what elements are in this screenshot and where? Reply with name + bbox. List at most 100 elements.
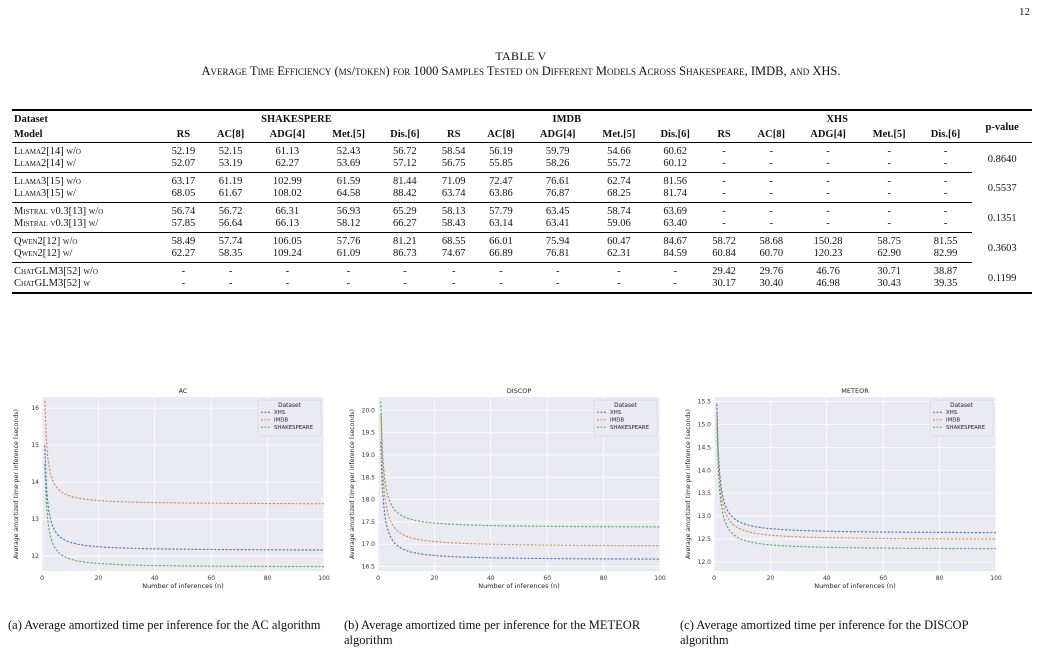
table-cell: - <box>673 277 677 289</box>
y-axis-label: Average amortized time per inference (se… <box>685 409 692 559</box>
y-tick-label: 18.5 <box>362 474 376 481</box>
table-cell: 120.23 <box>796 247 860 263</box>
table-cell: 109.24 <box>255 247 320 263</box>
header-method: AC[8] <box>475 126 527 143</box>
table-cell: - <box>722 206 726 217</box>
table-cell: 66.13 <box>255 217 320 233</box>
y-tick-label: 19.5 <box>362 430 376 437</box>
table-cell: 63.74 <box>431 187 476 203</box>
table-cell: - <box>943 206 948 217</box>
legend-entry: IMDB <box>946 418 960 424</box>
chart-discop: 0 20 40 60 80 100 16.5 17.0 17.5 18.0 18.5 19.0 19.5… <box>346 383 668 601</box>
legend-title: Dataset <box>614 403 637 409</box>
x-tick-label: 40 <box>487 575 495 582</box>
table-cell: 61.59 <box>336 176 361 187</box>
table-cell: 86.73 <box>378 247 432 263</box>
table-cell: 30.17 <box>712 277 736 289</box>
legend-entry: IMDB <box>274 418 288 424</box>
table-cell: 76.81 <box>526 247 590 263</box>
table-row: Llama3[15] w/68.05 61.67 108.02 64.58 88.42 6… <box>12 187 1032 203</box>
y-tick-label: 12.0 <box>698 559 712 566</box>
header-method: RS <box>431 126 476 143</box>
y-tick-label: 20.0 <box>362 407 376 414</box>
y-tick-label: 12 <box>31 553 39 560</box>
header-dataset-imdb: IMDB <box>552 114 582 125</box>
table-cell: 58.35 <box>205 247 256 263</box>
table-cell: - <box>796 157 860 173</box>
legend-entry: SHAKESPEARE <box>946 425 986 431</box>
table-cell: 62.27 <box>255 157 320 173</box>
table-cell: - <box>403 266 407 277</box>
legend-entry: SHAKESPEARE <box>610 425 650 431</box>
header-method: AC[8] <box>205 126 256 143</box>
table-cell: - <box>943 176 948 187</box>
table-cell: - <box>887 206 891 217</box>
table-row: Qwen2[12] w/62.27 58.35 109.24 61.09 86.73 74… <box>12 247 1032 263</box>
table-cell: - <box>722 176 726 187</box>
table-cell: 60.12 <box>648 157 702 173</box>
table-cell: 72.47 <box>489 176 513 187</box>
table-cell: 56.75 <box>431 157 476 173</box>
table-cell: 68.05 <box>161 187 206 203</box>
table-cell: 56.74 <box>171 206 196 217</box>
y-tick-label: 15 <box>31 442 39 449</box>
x-tick-label: 100 <box>318 575 330 582</box>
model-name: Mistral v0.3[13] w/ <box>12 217 162 233</box>
table-cell: 62.74 <box>607 176 631 187</box>
model-name: Llama3[15] w/o <box>14 176 81 187</box>
table-cell: 66.89 <box>475 247 527 263</box>
table-cell: 68.55 <box>441 236 466 247</box>
table-cell: 30.43 <box>877 277 902 289</box>
header-pvalue: p-value <box>972 110 1032 143</box>
table-cell: 58.74 <box>607 206 631 217</box>
x-tick-label: 0 <box>712 575 716 582</box>
header-method: Dis.[6] <box>918 126 973 143</box>
table-cell: 58.26 <box>526 157 590 173</box>
series-line-xhs <box>380 441 660 560</box>
x-tick-label: 0 <box>40 575 44 582</box>
table-cell: 106.05 <box>272 236 302 247</box>
table-cell: 81.21 <box>393 236 417 247</box>
table-cell: 58.68 <box>759 236 784 247</box>
table-cell: - <box>796 217 860 233</box>
table-cell: 88.42 <box>378 187 432 203</box>
table-cell: - <box>943 146 948 157</box>
table-cell: 81.44 <box>393 176 417 187</box>
table-cell: 58.49 <box>171 236 196 247</box>
table-cell: - <box>826 206 830 217</box>
x-tick-label: 20 <box>431 575 439 582</box>
table-cell: 63.45 <box>545 206 570 217</box>
x-tick-label: 40 <box>823 575 831 582</box>
header-method: RS <box>161 126 206 143</box>
chart-meteor: 0 20 40 60 80 100 12.0 12.5 13.0 13.5 14.0 14.5 15.0… <box>682 383 1004 601</box>
x-tick-label: 80 <box>264 575 272 582</box>
y-tick-label: 12.5 <box>698 536 712 543</box>
x-tick-label: 60 <box>543 575 551 582</box>
table-cell: - <box>769 176 774 187</box>
table-cell: 56.93 <box>336 206 361 217</box>
table-cell: 108.02 <box>255 187 320 203</box>
x-axis-label: Number of inferences (n) <box>142 582 224 590</box>
table-cell: 30.40 <box>759 277 784 289</box>
table-cell: - <box>701 157 747 173</box>
table-cell: 82.99 <box>918 247 973 263</box>
table-cell: - <box>701 187 747 203</box>
header-method: AC[8] <box>746 126 797 143</box>
x-tick-label: 100 <box>654 575 666 582</box>
table-cell: 56.72 <box>393 146 417 157</box>
table-cell: 57.74 <box>218 236 243 247</box>
table-cell: 54.66 <box>607 146 631 157</box>
table-cell: 56.72 <box>218 206 243 217</box>
chart-meteor-svg: 0 20 40 60 80 100 12.0 12.5 13.0 13.5 14.0 14.5 15.0… <box>685 387 1002 590</box>
header-method: ADG[4] <box>526 126 590 143</box>
table-cell: - <box>181 266 186 277</box>
table-cell: - <box>617 266 621 277</box>
chart-ac: 0 20 40 60 80 100 12 13 14 15 16 AC Number of infere… <box>10 383 332 601</box>
table-cell: 53.19 <box>205 157 256 173</box>
table-cell: 81.55 <box>933 236 958 247</box>
table-cell: 38.87 <box>933 266 958 277</box>
table-cell: - <box>796 187 860 203</box>
table-cell: 59.06 <box>589 217 649 233</box>
header-method: Met.[5] <box>859 126 919 143</box>
model-name: ChatGLM3[52] w <box>14 277 90 289</box>
